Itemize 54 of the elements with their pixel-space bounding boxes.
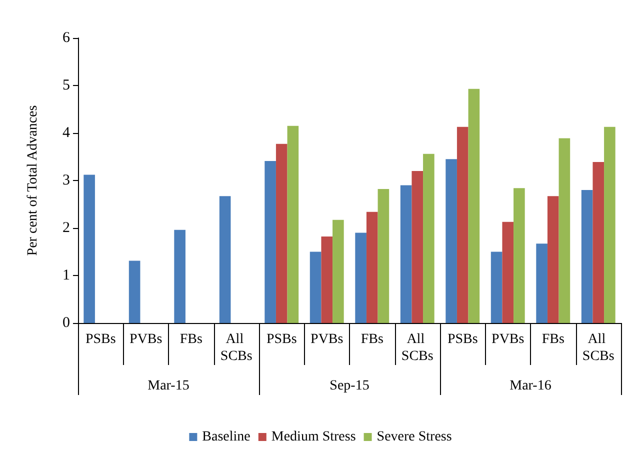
bar xyxy=(366,212,378,323)
bar xyxy=(423,154,434,323)
x-tick-label: FBs xyxy=(360,332,384,347)
x-tick-label: FBs xyxy=(180,332,202,347)
bar xyxy=(174,230,186,323)
bar xyxy=(310,252,322,323)
bar xyxy=(219,196,231,323)
y-axis-title: Per cent of Total Advances xyxy=(26,105,40,256)
bar xyxy=(378,189,390,323)
y-tick-label: 5 xyxy=(62,78,70,94)
x-tick-label: PVBs xyxy=(130,332,162,347)
bar xyxy=(276,144,288,323)
bar xyxy=(558,138,570,323)
legend-label: Medium Stress xyxy=(271,430,356,444)
bar xyxy=(321,236,333,323)
x-tick-label: PSBs xyxy=(85,332,116,347)
x-tick-label: PSBs xyxy=(266,332,297,347)
y-tick-label: 3 xyxy=(62,172,70,188)
x-tick-label: All SCBs xyxy=(582,332,614,364)
bar xyxy=(581,190,593,323)
text: Mar-16 xyxy=(510,378,552,394)
bar xyxy=(592,162,604,323)
legend-label: Baseline xyxy=(202,430,250,444)
bar xyxy=(468,88,480,323)
bar xyxy=(456,126,468,323)
text: Mar-15 xyxy=(148,378,190,394)
text: Sep-15 xyxy=(330,378,370,394)
bar xyxy=(264,161,276,323)
x-tick-label: All SCBs xyxy=(220,332,252,364)
bar xyxy=(446,159,457,323)
x-tick-label: FBs xyxy=(542,332,564,347)
legend-label: Severe Stress xyxy=(376,430,452,444)
bar xyxy=(502,222,514,323)
bar xyxy=(287,126,299,323)
bar xyxy=(332,220,344,323)
bar xyxy=(355,232,366,323)
bar xyxy=(604,126,616,323)
bar xyxy=(400,185,412,323)
y-tick-label: 4 xyxy=(62,125,70,141)
y-tick-label: 6 xyxy=(62,30,70,46)
x-tick-label: PVBs xyxy=(310,332,344,347)
y-tick-label: 2 xyxy=(62,220,70,236)
bar xyxy=(536,244,548,323)
bar xyxy=(490,252,502,323)
x-tick-label: PSBs xyxy=(447,332,478,347)
y-tick-label: 1 xyxy=(62,268,70,284)
bar xyxy=(514,188,525,323)
y-tick-label: 0 xyxy=(62,315,70,331)
bar xyxy=(547,196,559,323)
bar xyxy=(84,174,95,323)
bar xyxy=(412,171,424,323)
x-tick-label: All SCBs xyxy=(401,332,434,364)
x-tick-label: PVBs xyxy=(492,332,524,347)
bar xyxy=(128,260,140,323)
